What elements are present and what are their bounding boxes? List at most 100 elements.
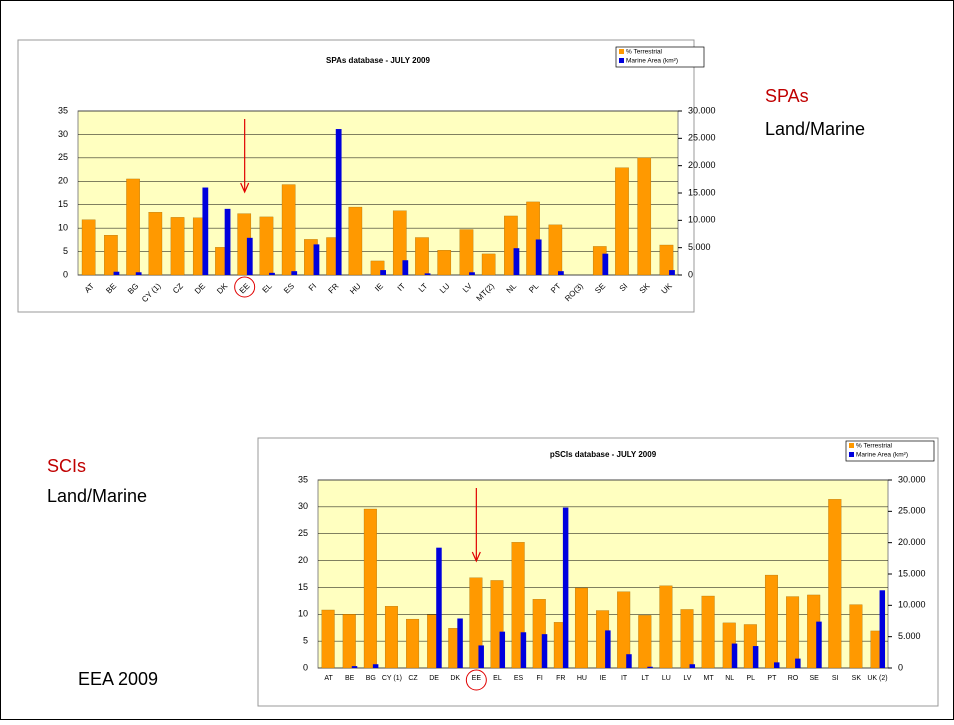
bar [574, 587, 588, 669]
x-tick-label: LV [683, 675, 691, 682]
bar [459, 229, 474, 276]
y2-tick-label: 20.000 [898, 537, 926, 547]
x-tick-label: PL [746, 675, 755, 682]
y-tick-label: 10 [58, 223, 68, 233]
y-tick-label: 5 [63, 246, 68, 256]
bar [605, 630, 611, 668]
bar [246, 237, 253, 275]
bar [469, 272, 475, 275]
bar [626, 654, 632, 668]
y-tick-label: 15 [298, 582, 308, 592]
y2-tick-label: 5.000 [898, 631, 921, 641]
legend-swatch [619, 49, 624, 54]
x-tick-label: CZ [408, 675, 418, 682]
x-tick-label: IT [621, 675, 628, 682]
bar [104, 235, 118, 276]
y-tick-label: 20 [58, 176, 68, 186]
bar [659, 244, 674, 276]
plot-area [77, 110, 679, 276]
bar [363, 508, 377, 669]
bar [202, 187, 209, 275]
y-tick-label: 15 [58, 199, 68, 209]
bar [478, 645, 484, 668]
bar [535, 239, 542, 275]
x-tick-label: NL [725, 675, 734, 682]
legend-label: % Terrestrial [856, 443, 893, 450]
bar [689, 664, 696, 668]
bar [392, 210, 407, 276]
bar [402, 260, 409, 275]
bar [520, 632, 527, 668]
bar [795, 658, 801, 668]
legend-label: Marine Area (km²) [856, 452, 908, 459]
y-tick-label: 30 [298, 501, 308, 511]
x-tick-label: LT [641, 675, 649, 682]
chart-title: SPAs database - JULY 2009 [326, 56, 430, 65]
bar [669, 270, 675, 275]
legend-label: % Terrestrial [626, 49, 663, 56]
x-tick-label: CY (1) [382, 675, 402, 682]
bar [481, 253, 496, 276]
x-tick-label: EE [472, 675, 482, 682]
bar [81, 219, 96, 276]
x-tick-label: IT [396, 281, 407, 292]
bar [406, 618, 420, 669]
bar [269, 272, 275, 275]
annotation-circle [465, 669, 487, 691]
label: Land/Marine [47, 486, 147, 506]
bar [659, 585, 673, 669]
y-tick-label: 35 [298, 474, 308, 484]
bar [615, 167, 629, 276]
legend-swatch [849, 443, 854, 448]
y-tick-label: 25 [298, 528, 308, 538]
bar [638, 615, 652, 669]
x-tick-label: IE [373, 282, 385, 294]
bar [224, 208, 231, 275]
x-tick-label: RO [788, 675, 799, 682]
bar [879, 590, 886, 668]
bar [548, 224, 563, 276]
bar [170, 217, 185, 276]
y2-tick-label: 20.000 [688, 160, 716, 170]
bar [602, 253, 609, 275]
y2-tick-label: 25.000 [898, 506, 926, 516]
bar [415, 237, 429, 276]
chart-title: pSCIs database - JULY 2009 [550, 450, 657, 459]
y-tick-label: 25 [58, 152, 68, 162]
label: SPAs [765, 86, 809, 106]
bar [259, 216, 274, 276]
bar [786, 596, 800, 669]
y2-tick-label: 25.000 [688, 133, 716, 143]
x-tick-label: BG [366, 675, 376, 682]
bar [281, 184, 296, 276]
x-tick-label: SI [618, 282, 630, 294]
bar [113, 271, 120, 275]
label: SCIs [47, 456, 86, 476]
legend-box [845, 440, 935, 462]
x-tick-label: BE [345, 675, 355, 682]
bar [637, 157, 652, 276]
x-tick-label: EL [493, 675, 502, 682]
bar [752, 646, 759, 668]
y-tick-label: 5 [303, 636, 308, 646]
x-tick-label: FR [556, 675, 565, 682]
bar [617, 591, 631, 669]
bar [335, 129, 342, 275]
bar [342, 614, 356, 669]
x-tick-label: SE [809, 675, 819, 682]
y2-tick-label: 5.000 [688, 242, 711, 252]
bar [774, 662, 780, 668]
y2-tick-label: 30.000 [688, 105, 716, 115]
bar [680, 609, 694, 669]
bar [731, 643, 738, 668]
y2-tick-label: 15.000 [898, 568, 926, 578]
bar [647, 666, 653, 668]
bar [562, 507, 569, 668]
x-tick-label: ES [514, 675, 524, 682]
x-tick-label: MT [704, 675, 715, 682]
annotation-arrowhead [471, 551, 481, 563]
bar [126, 178, 140, 276]
legend-box [615, 46, 705, 68]
y-tick-label: 30 [58, 129, 68, 139]
